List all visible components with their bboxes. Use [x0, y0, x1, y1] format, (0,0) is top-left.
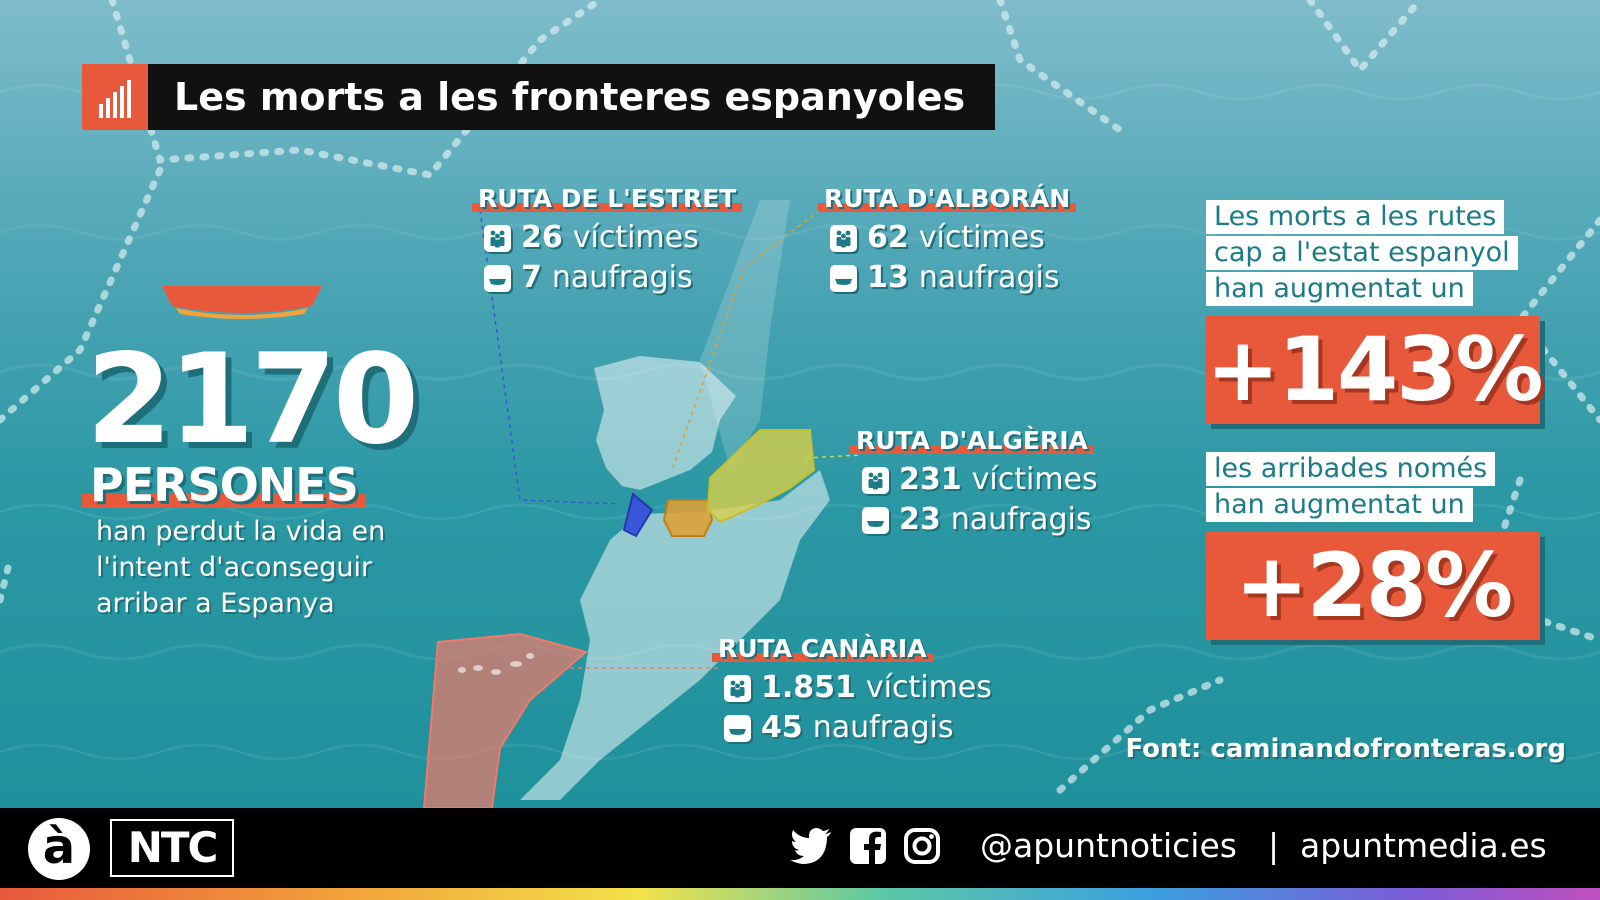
deaths-text-line: Les morts a les rutes: [1206, 200, 1505, 234]
shipwrecks-row: 45 naufragis: [724, 708, 992, 748]
shipwrecks-label: naufragis: [551, 260, 693, 295]
route-area-alboran: [662, 499, 714, 537]
shipwrecks-row: 23 naufragis: [862, 500, 1098, 540]
instagram-icon[interactable]: [904, 828, 940, 864]
ntc-logo[interactable]: NTC: [110, 819, 234, 877]
victims-label: víctimes: [865, 670, 992, 705]
twitter-icon[interactable]: [790, 828, 832, 864]
deaths-increase-badge: +143%: [1206, 316, 1544, 424]
website-link[interactable]: apuntmedia.es: [1300, 826, 1547, 865]
route-connectors: [479, 209, 861, 669]
rainbow-stripe: [0, 888, 1600, 900]
source-credit: Font: caminandofronteras.org: [1125, 734, 1566, 764]
shipwrecks-row: 7 naufragis: [484, 258, 742, 298]
arrivals-text-line: les arribades només: [1206, 452, 1496, 486]
route-area-estret: [622, 492, 654, 538]
victims-label: víctimes: [572, 220, 699, 255]
shipwrecks-label: naufragis: [918, 260, 1060, 295]
shipwrecks-label: naufragis: [812, 710, 954, 745]
shipwrecks-row: 13 naufragis: [830, 258, 1076, 298]
victims-label: víctimes: [918, 220, 1045, 255]
shipwrecks-count: 45: [761, 710, 803, 745]
victims-row: 26 víctimes: [484, 218, 742, 258]
shipwrecks-count: 7: [521, 260, 542, 295]
total-deaths-number: 2170: [86, 328, 419, 472]
shipwrecks-count: 13: [867, 260, 909, 295]
boat-icon: [484, 264, 511, 292]
victims-row: 231 víctimes: [862, 460, 1098, 500]
shipwrecks-count: 23: [899, 502, 941, 537]
route-name: RUTA D'ALBORÁN: [818, 186, 1076, 212]
social-icons: [790, 828, 940, 864]
people-icon: [724, 674, 751, 702]
arrivals-text-line: han augmentat un: [1206, 488, 1473, 522]
route-name: RUTA D'ALGÈRIA: [850, 428, 1094, 454]
arrivals-increase-badge: +28%: [1206, 532, 1540, 640]
footer-separator: |: [1268, 826, 1280, 865]
victims-row: 1.851 víctimes: [724, 668, 992, 708]
dotted-route-lines: [0, 0, 1600, 794]
victims-row: 62 víctimes: [830, 218, 1076, 258]
boat-icon: [724, 714, 751, 742]
bar-chart-icon: [82, 64, 148, 130]
boat-icon: [162, 286, 322, 319]
social-handle[interactable]: @apuntnoticies: [980, 826, 1237, 865]
title-bar: Les morts a les fronteres espanyoles: [82, 64, 996, 130]
route-algeria: RUTA D'ALGÈRIA 231 víctimes 23 naufragis: [850, 428, 1098, 540]
victims-count: 1.851: [761, 670, 856, 705]
canary-islands: [458, 653, 534, 675]
people-icon: [484, 224, 511, 252]
route-name: RUTA CANÀRIA: [712, 636, 933, 662]
victims-count: 231: [899, 462, 962, 497]
route-alboran: RUTA D'ALBORÁN 62 víctimes 13 naufragis: [818, 186, 1076, 298]
boat-icon: [862, 506, 889, 534]
land-map: [520, 356, 830, 800]
total-deaths-description: han perdut la vida en l'intent d'aconseg…: [96, 516, 386, 619]
boat-icon: [830, 264, 857, 292]
deaths-text-line: han augmentat un: [1206, 272, 1473, 306]
people-icon: [830, 224, 857, 252]
people-icon: [862, 466, 889, 494]
route-area-algeria: [706, 429, 816, 524]
shipwrecks-label: naufragis: [950, 502, 1092, 537]
route-name: RUTA DE L'ESTRET: [472, 186, 742, 212]
wave-lines: [0, 83, 1600, 761]
victims-count: 26: [521, 220, 563, 255]
deaths-text-line: cap a l'estat espanyol: [1206, 236, 1518, 270]
victims-count: 62: [867, 220, 909, 255]
page-title: Les morts a les fronteres espanyoles: [148, 64, 996, 130]
apunt-logo[interactable]: à: [28, 818, 90, 880]
land-glow: [700, 200, 790, 470]
total-deaths-unit: PERSONES: [82, 462, 366, 508]
facebook-icon[interactable]: [850, 828, 886, 864]
route-estret: RUTA DE L'ESTRET 26 víctimes 7 naufragis: [472, 186, 742, 298]
victims-label: víctimes: [971, 462, 1098, 497]
route-canaria: RUTA CANÀRIA 1.851 víctimes 45 naufragis: [712, 636, 992, 748]
